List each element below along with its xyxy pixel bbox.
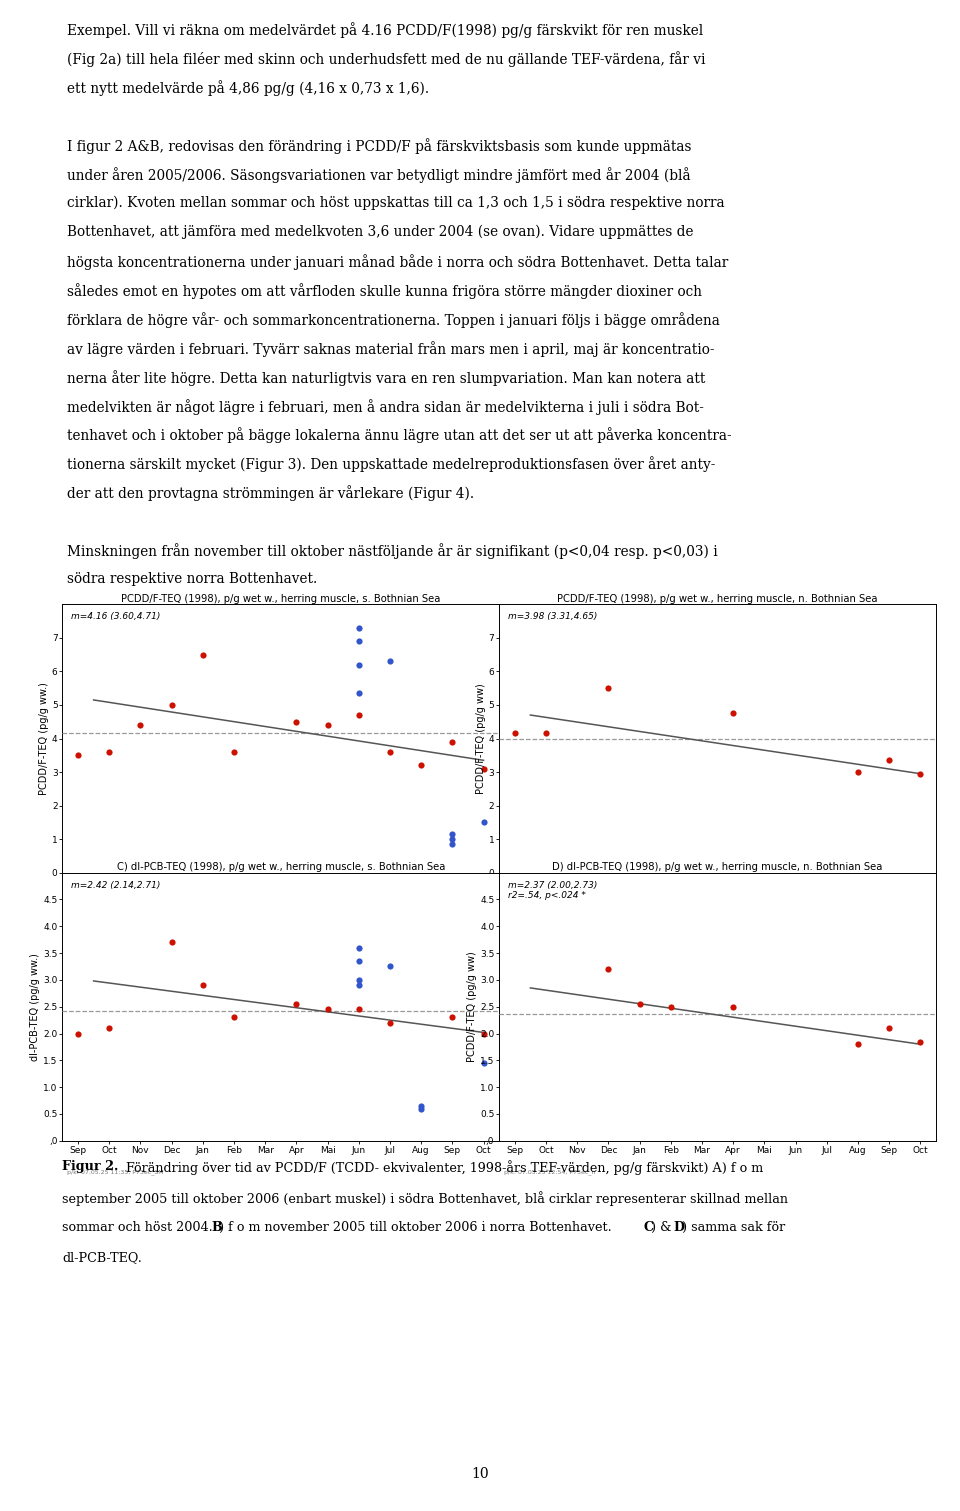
Text: cirklar). Kvoten mellan sommar och höst uppskattas till ca 1,3 och 1,5 i södra r: cirklar). Kvoten mellan sommar och höst … bbox=[67, 196, 725, 210]
Point bbox=[70, 1021, 85, 1046]
Point bbox=[351, 949, 367, 973]
Text: ) f o m november 2005 till oktober 2006 i norra Bottenhavet.: ) f o m november 2005 till oktober 2006 … bbox=[219, 1221, 615, 1234]
Point bbox=[507, 721, 522, 745]
Point bbox=[132, 713, 148, 737]
Text: Bottenhavet, att jämföra med medelkvoten 3,6 under 2004 (se ovan). Vidare uppmät: Bottenhavet, att jämföra med medelkvoten… bbox=[67, 225, 694, 239]
Point bbox=[351, 973, 367, 997]
Point bbox=[195, 973, 210, 997]
Text: ett nytt medelvärde på 4,86 pg/g (4,16 x 0,73 x 1,6).: ett nytt medelvärde på 4,86 pg/g (4,16 x… bbox=[67, 80, 429, 97]
Point bbox=[601, 956, 616, 981]
Point bbox=[726, 994, 741, 1018]
Text: m=3.98 (3.31,4.65): m=3.98 (3.31,4.65) bbox=[508, 612, 597, 621]
Point bbox=[351, 653, 367, 677]
Text: p/k: 07.05.25 12:54, P73ec_n: p/k: 07.05.25 12:54, P73ec_n bbox=[504, 1170, 595, 1174]
Point bbox=[476, 1021, 492, 1046]
Point bbox=[414, 1094, 429, 1118]
Point bbox=[632, 991, 647, 1015]
Point bbox=[351, 997, 367, 1021]
Point bbox=[195, 642, 210, 666]
Title: PCDD/F-TEQ (1998), p/g wet w., herring muscle, n. Bothnian Sea: PCDD/F-TEQ (1998), p/g wet w., herring m… bbox=[558, 594, 877, 603]
Point bbox=[476, 1052, 492, 1076]
Point bbox=[444, 822, 460, 846]
Text: p/k: 07.05.25 11:35, P73ec_SM: p/k: 07.05.25 11:35, P73ec_SM bbox=[67, 1170, 163, 1174]
Text: tionerna särskilt mycket (Figur 3). Den uppskattade medelreproduktionsfasen över: tionerna särskilt mycket (Figur 3). Den … bbox=[67, 456, 715, 473]
Point bbox=[414, 754, 429, 777]
Point bbox=[351, 703, 367, 727]
Text: tenhavet och i oktober på bägge lokalerna ännu lägre utan att det ser ut att påv: tenhavet och i oktober på bägge lokalern… bbox=[67, 428, 732, 443]
Point bbox=[726, 701, 741, 725]
Text: m=4.16 (3.60,4.71): m=4.16 (3.60,4.71) bbox=[71, 612, 160, 621]
Point bbox=[851, 1032, 866, 1056]
Text: förklara de högre vår- och sommarkoncentrationerna. Toppen i januari följs i bäg: förklara de högre vår- och sommarkoncent… bbox=[67, 311, 720, 328]
Y-axis label: PCDD/F-TEQ (pg/g ww): PCDD/F-TEQ (pg/g ww) bbox=[476, 683, 486, 793]
Point bbox=[444, 827, 460, 851]
Text: m=2.42 (2.14,2.71): m=2.42 (2.14,2.71) bbox=[71, 881, 160, 890]
Text: (Fig 2a) till hela filéer med skinn och underhudsfett med de nu gällande TEF-vär: (Fig 2a) till hela filéer med skinn och … bbox=[67, 51, 706, 68]
Point bbox=[320, 997, 335, 1021]
Point bbox=[320, 713, 335, 737]
Text: 10: 10 bbox=[471, 1467, 489, 1481]
Point bbox=[663, 994, 679, 1018]
Point bbox=[164, 694, 180, 718]
Point bbox=[351, 629, 367, 653]
Text: sommar och höst 2004.: sommar och höst 2004. bbox=[62, 1221, 217, 1234]
Point bbox=[476, 757, 492, 781]
Text: p/k: 07.09.24 15:50, D70ec_n: p/k: 07.09.24 15:50, D70ec_n bbox=[504, 901, 596, 907]
Text: B: B bbox=[211, 1221, 222, 1234]
Point bbox=[289, 991, 304, 1015]
Point bbox=[851, 760, 866, 784]
Point bbox=[444, 833, 460, 857]
Point bbox=[913, 762, 928, 786]
Point bbox=[351, 967, 367, 991]
Text: södra respektive norra Bottenhavet.: södra respektive norra Bottenhavet. bbox=[67, 573, 318, 586]
Point bbox=[351, 681, 367, 706]
Text: Förändring över tid av PCDD/F (TCDD- ekvivalenter, 1998-års TEF-värden, pg/g fär: Förändring över tid av PCDD/F (TCDD- ekv… bbox=[122, 1160, 763, 1176]
Point bbox=[539, 721, 554, 745]
Point bbox=[351, 616, 367, 641]
Point bbox=[414, 1097, 429, 1121]
Text: medelvikten är något lägre i februari, men å andra sidan är medelvikterna i juli: medelvikten är något lägre i februari, m… bbox=[67, 399, 704, 414]
Point bbox=[164, 931, 180, 955]
Text: nerna åter lite högre. Detta kan naturligtvis vara en ren slumpvariation. Man ka: nerna åter lite högre. Detta kan naturli… bbox=[67, 370, 706, 385]
Text: der att den provtagna strömmingen är vårlekare (Figur 4).: der att den provtagna strömmingen är vår… bbox=[67, 485, 474, 502]
Text: september 2005 till oktober 2006 (enbart muskel) i södra Bottenhavet, blå cirkla: september 2005 till oktober 2006 (enbart… bbox=[62, 1191, 788, 1206]
Point bbox=[102, 740, 117, 765]
Y-axis label: PCDD/F-TEQ (pg/g ww): PCDD/F-TEQ (pg/g ww) bbox=[468, 952, 477, 1062]
Text: C: C bbox=[643, 1221, 654, 1234]
Point bbox=[444, 730, 460, 754]
Text: Figur 2.: Figur 2. bbox=[62, 1160, 119, 1174]
Point bbox=[476, 810, 492, 834]
Point bbox=[382, 955, 397, 979]
Title: PCDD/F-TEQ (1998), p/g wet w., herring muscle, s. Bothnian Sea: PCDD/F-TEQ (1998), p/g wet w., herring m… bbox=[121, 594, 441, 603]
Point bbox=[913, 1029, 928, 1053]
Text: Exempel. Vill vi räkna om medelvärdet på 4.16 PCDD/F(1998) pg/g färskvikt för re: Exempel. Vill vi räkna om medelvärdet på… bbox=[67, 23, 704, 38]
Text: p/k: 07.09.28 19:01, D70ec_SM: p/k: 07.09.28 19:01, D70ec_SM bbox=[67, 901, 165, 907]
Point bbox=[881, 1015, 897, 1040]
Text: Minskningen från november till oktober nästföljande år är signifikant (p<0,04 re: Minskningen från november till oktober n… bbox=[67, 544, 718, 559]
Text: således emot en hypotes om att vårfloden skulle kunna frigöra större mängder dio: således emot en hypotes om att vårfloden… bbox=[67, 283, 702, 299]
Point bbox=[444, 1005, 460, 1029]
Y-axis label: PCDD/F-TEQ (pg/g ww.): PCDD/F-TEQ (pg/g ww.) bbox=[39, 681, 49, 795]
Text: ) &: ) & bbox=[651, 1221, 675, 1234]
Text: av lägre värden i februari. Tyvärr saknas material från mars men i april, maj är: av lägre värden i februari. Tyvärr sakna… bbox=[67, 341, 714, 357]
Text: under åren 2005/2006. Säsongsvariationen var betydligt mindre jämfört med år 200: under åren 2005/2006. Säsongsvariationen… bbox=[67, 168, 691, 183]
Point bbox=[382, 650, 397, 674]
Point bbox=[382, 1011, 397, 1035]
Text: D: D bbox=[674, 1221, 684, 1234]
Point bbox=[382, 740, 397, 765]
Point bbox=[70, 743, 85, 768]
Point bbox=[601, 675, 616, 700]
Point bbox=[881, 748, 897, 772]
Text: I figur 2 A&B, redovisas den förändring i PCDD/F på färskviktsbasis som kunde up: I figur 2 A&B, redovisas den förändring … bbox=[67, 138, 692, 154]
Point bbox=[227, 740, 242, 765]
Text: dl-PCB-TEQ.: dl-PCB-TEQ. bbox=[62, 1251, 142, 1265]
Point bbox=[289, 710, 304, 734]
Text: ) samma sak för: ) samma sak för bbox=[682, 1221, 785, 1234]
Point bbox=[102, 1015, 117, 1040]
Text: m=2.37 (2.00,2.73)
r2=.54, p<.024 *: m=2.37 (2.00,2.73) r2=.54, p<.024 * bbox=[508, 881, 597, 901]
Text: högsta koncentrationerna under januari månad både i norra och södra Bottenhavet.: högsta koncentrationerna under januari m… bbox=[67, 254, 729, 270]
Y-axis label: dl-PCB-TEQ (pg/g ww.): dl-PCB-TEQ (pg/g ww.) bbox=[31, 953, 40, 1061]
Title: C) dl-PCB-TEQ (1998), p/g wet w., herring muscle, s. Bothnian Sea: C) dl-PCB-TEQ (1998), p/g wet w., herrin… bbox=[116, 861, 445, 872]
Point bbox=[351, 935, 367, 959]
Title: D) dl-PCB-TEQ (1998), p/g wet w., herring muscle, n. Bothnian Sea: D) dl-PCB-TEQ (1998), p/g wet w., herrin… bbox=[552, 861, 883, 872]
